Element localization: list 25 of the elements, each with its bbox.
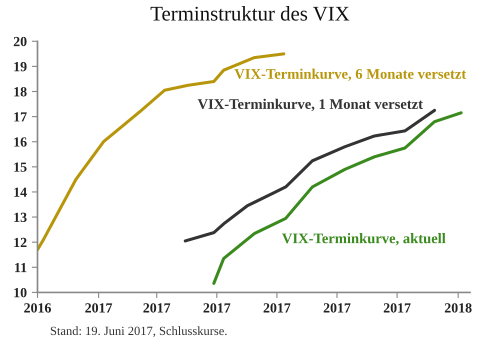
- y-tick-label: 19: [14, 62, 27, 72]
- y-tick-label: 17: [14, 112, 27, 122]
- x-tick-label: 2017: [384, 303, 411, 313]
- y-tick-label: 14: [14, 188, 27, 197]
- x-tick-label: 2017: [264, 303, 290, 313]
- y-tick-label: 13: [14, 212, 27, 222]
- x-tick-label: 2017: [324, 303, 351, 313]
- y-tick-label: 12: [14, 238, 26, 247]
- x-tick-label: 2018: [444, 303, 472, 313]
- x-tick-label: 2017: [85, 303, 112, 313]
- y-tick-label: 20: [14, 36, 27, 46]
- chart-title: Terminstruktur des VIX: [150, 6, 350, 21]
- x-tick-label: 2017: [204, 303, 230, 313]
- y-tick-label: 11: [15, 262, 26, 272]
- y-tick-label: 16: [14, 137, 27, 147]
- x-tick-label: 2017: [143, 303, 170, 313]
- series-label: VIX-Terminkurve, 1 Monat versetzt: [198, 98, 423, 112]
- series-label: VIX-Terminkurve, 6 Monate versetzt: [234, 68, 466, 81]
- line-series: [212, 111, 463, 285]
- y-tick-label: 10: [14, 288, 27, 298]
- series-label: VIX-Terminkurve, aktuell: [282, 233, 446, 246]
- y-tick-label: 18: [14, 87, 27, 96]
- y-tick-label: 15: [14, 162, 27, 172]
- x-tick-label: 2016: [24, 303, 51, 313]
- text: Stand: 19. Juni 2017, Schlusskurse.: [50, 326, 227, 337]
